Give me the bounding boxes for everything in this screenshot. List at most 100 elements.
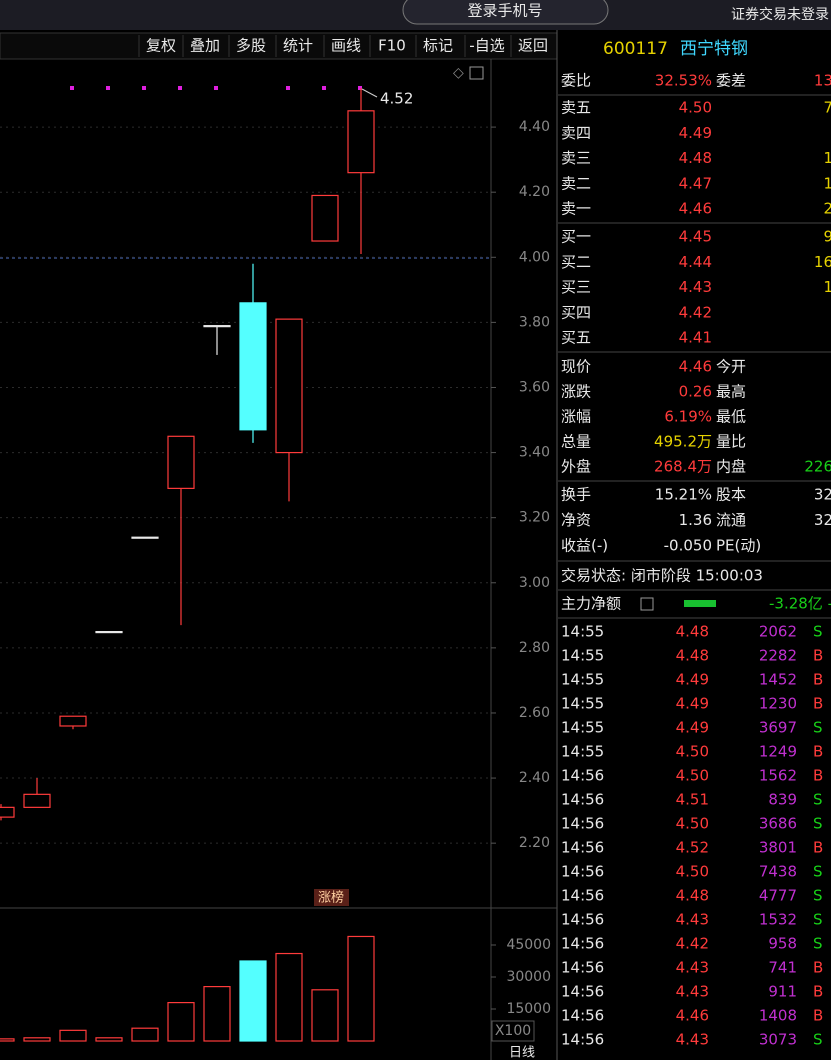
trade-status: 证券交易未登录 — [731, 6, 829, 23]
toolbar-button[interactable]: 叠加 — [190, 37, 220, 55]
row-label2: 最高 — [716, 383, 746, 401]
flow-icon[interactable] — [640, 597, 654, 611]
candle-body — [347, 110, 375, 174]
tick-time: 14:56 — [561, 815, 604, 833]
row-value: 32.53% — [655, 72, 712, 90]
row-value: 4.46 — [679, 200, 712, 218]
stock-name: 西宁特钢 — [680, 39, 748, 59]
tick-volume: 741 — [768, 959, 797, 977]
tick-time: 14:55 — [561, 671, 604, 689]
candle-body — [95, 630, 123, 634]
toolbar-button[interactable]: 画线 — [331, 37, 361, 55]
tick-volume: 1562 — [759, 767, 797, 785]
toolbar-button[interactable]: F10 — [378, 37, 406, 55]
row-value2: 1 — [823, 149, 831, 167]
tick-price: 4.50 — [676, 863, 709, 881]
tick-side: S — [813, 719, 823, 737]
volume-unit: X100 — [495, 1023, 531, 1039]
tick-price: 4.46 — [676, 1007, 709, 1025]
row-label: 卖二 — [561, 174, 591, 192]
tick-side: S — [813, 791, 823, 809]
login-button[interactable]: 登录手机号 — [467, 2, 542, 20]
volume-bar — [95, 1037, 123, 1042]
tick-volume: 1249 — [759, 743, 797, 761]
row-value: 4.49 — [679, 124, 712, 142]
tick-volume: 1408 — [759, 1007, 797, 1025]
y-tick-label: 3.40 — [519, 445, 550, 461]
y-tick-label: 3.60 — [519, 379, 550, 395]
tick-side: S — [813, 911, 823, 929]
volume-bar — [131, 1027, 159, 1042]
tick-side: S — [813, 1031, 823, 1049]
tick-time: 14:56 — [561, 1007, 604, 1025]
flow-bar — [684, 600, 716, 607]
row-value2: 1 — [823, 278, 831, 296]
tick-side: B — [813, 647, 823, 665]
tick-side: B — [813, 767, 823, 785]
tick-volume: 958 — [768, 935, 797, 953]
tick-price: 4.52 — [676, 839, 709, 857]
tick-price: 4.51 — [676, 791, 709, 809]
tick-volume: 3686 — [759, 815, 797, 833]
row-value: 495.2万 — [654, 433, 712, 451]
row-label: 卖五 — [561, 99, 591, 117]
row-value2: 16 — [814, 253, 831, 271]
row-value2: 7 — [823, 99, 831, 117]
tick-side: B — [813, 983, 823, 1001]
row-value: 4.45 — [679, 228, 712, 246]
y-tick-label: 45000 — [506, 937, 551, 953]
tick-side: S — [813, 935, 823, 953]
tick-price: 4.48 — [676, 623, 709, 641]
tick-time: 14:56 — [561, 791, 604, 809]
tick-volume: 2062 — [759, 623, 797, 641]
tick-side: S — [813, 623, 823, 641]
toolbar-button[interactable]: 返回 — [518, 37, 548, 55]
icon-panel[interactable] — [469, 66, 484, 80]
y-tick-label: 4.20 — [519, 184, 550, 200]
row-label2: 最低 — [716, 408, 746, 426]
row-value: 4.42 — [679, 303, 712, 321]
volume-bar — [347, 935, 375, 1042]
tag-bg — [314, 889, 349, 906]
row-value: 6.19% — [664, 408, 712, 426]
period[interactable]: 日线 — [509, 1046, 535, 1060]
tick-side: B — [813, 743, 823, 761]
row-value: 15.21% — [655, 486, 712, 504]
row-value: 4.43 — [679, 278, 712, 296]
row-label: 买二 — [561, 253, 591, 271]
y-tick-label: 2.60 — [519, 705, 550, 721]
volume-bar — [311, 989, 339, 1042]
row-label: 委比 — [561, 72, 591, 90]
row-value: 4.41 — [679, 329, 712, 347]
toolbar-button[interactable]: 多股 — [236, 37, 266, 55]
tick-price: 4.48 — [676, 647, 709, 665]
tick-price: 4.43 — [676, 911, 709, 929]
toolbar-button[interactable]: -自选 — [469, 37, 504, 55]
row-label: 买五 — [561, 329, 591, 347]
tick-price: 4.43 — [676, 959, 709, 977]
toolbar-button[interactable]: 标记 — [423, 37, 453, 55]
tick-volume: 7438 — [759, 863, 797, 881]
tick-price: 4.50 — [676, 815, 709, 833]
login-button-bg[interactable] — [402, 0, 609, 25]
tick-price: 4.50 — [676, 767, 709, 785]
icon-diamond[interactable]: ◇ — [453, 65, 464, 81]
tick-volume: 3801 — [759, 839, 797, 857]
row-label: 外盘 — [561, 458, 591, 476]
toolbar-button[interactable]: 复权 — [146, 37, 176, 55]
y-tick-label: 4.00 — [519, 249, 550, 265]
candle-body — [0, 806, 15, 818]
row-label2: 流通 — [716, 511, 746, 529]
high-arrow — [361, 88, 378, 98]
toolbar-button[interactable]: 统计 — [283, 37, 313, 55]
tick-time: 14:56 — [561, 839, 604, 857]
tick-side: B — [813, 671, 823, 689]
candle-body — [23, 793, 51, 808]
row-value2: 226 — [804, 458, 831, 476]
high-label: 4.52 — [380, 90, 413, 108]
tag: 涨榜 — [318, 890, 344, 906]
tick-time: 14:56 — [561, 887, 604, 905]
row-value2: 1 — [823, 174, 831, 192]
tick-time: 14:55 — [561, 623, 604, 641]
row-value: 4.44 — [679, 253, 712, 271]
